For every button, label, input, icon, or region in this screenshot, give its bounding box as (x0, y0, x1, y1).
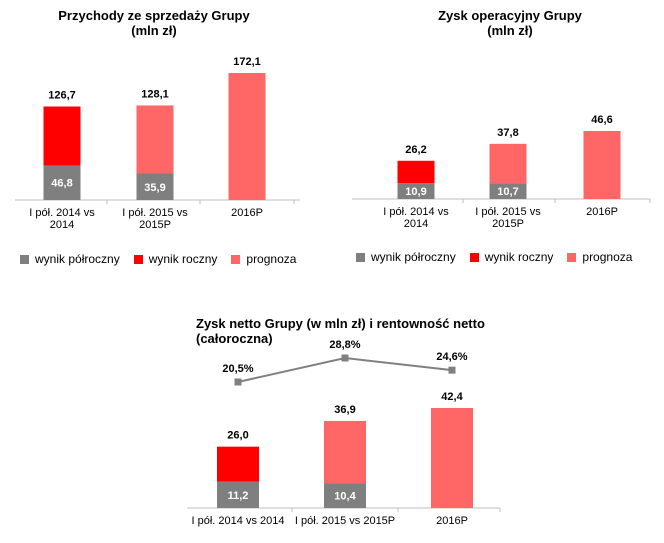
legend-label-forecast: prognoza (246, 252, 297, 266)
x-tick-label: 2016P (586, 206, 618, 218)
bar-annual (397, 160, 435, 184)
x-tick-label: I pół. 2014 vs 2014 (192, 515, 285, 527)
bar-semiannual-label: 10,4 (334, 491, 356, 503)
legend-label-semi: wynik półroczny (371, 250, 456, 264)
legend-item-annual: wynik roczny (469, 250, 554, 264)
bar-semiannual (489, 183, 527, 199)
margin-label: 20,5% (222, 363, 253, 375)
x-tick-label: I pół. 2014 vs 2014 (29, 207, 95, 231)
margin-label: 24,6% (436, 351, 467, 363)
legend-label-forecast: prognoza (582, 250, 633, 264)
bar-semiannual-label: 35,9 (144, 182, 165, 194)
bar-forecast (431, 408, 473, 508)
bar-total-label: 26,2 (405, 144, 426, 156)
margin-point (234, 378, 242, 386)
bar-total-label: 42,4 (441, 391, 463, 403)
bar-total-label: 172,1 (233, 56, 261, 68)
legend-swatch-annual (133, 254, 143, 264)
bar-annual (43, 106, 81, 166)
bar-semiannual-label: 10,9 (405, 186, 426, 198)
legend-swatch-forecast (567, 252, 577, 262)
bar-annual (217, 446, 259, 482)
bar-semiannual (43, 165, 81, 200)
bar-forecast (489, 143, 527, 184)
bar-semiannual-label: 46,8 (51, 178, 72, 190)
legend-item-annual: wynik roczny (133, 252, 218, 266)
chart-title-revenue: Przychody ze sprzedaży Grupy (mln zł) (58, 8, 250, 38)
legend-swatch-semi (20, 254, 29, 264)
legend-label-annual: wynik roczny (484, 250, 554, 264)
x-tick-label: I pół. 2015 vs 2015P (475, 206, 541, 230)
legend-item-semi: wynik półroczny (356, 250, 456, 264)
legend-swatch-annual (469, 252, 479, 262)
bar-forecast (228, 73, 266, 200)
x-tick-label: I pół. 2015 vs 2015P (295, 515, 395, 527)
margin-label: 28,8% (329, 339, 360, 351)
bar-forecast (583, 131, 621, 199)
bar-semiannual-label: 11,2 (228, 490, 249, 502)
legend-label-semi: wynik półroczny (35, 252, 120, 266)
bar-total-label: 46,6 (591, 114, 612, 126)
legend-operating-profit: wynik półroczny wynik roczny prognoza (356, 250, 632, 264)
bar-forecast (136, 105, 174, 174)
chart-title-operating-profit: Zysk operacyjny Grupy (mln zł) (438, 8, 582, 38)
bar-semiannual (136, 173, 174, 200)
bar-semiannual (324, 483, 366, 508)
legend-item-forecast: prognoza (567, 250, 632, 264)
margin-point (448, 366, 456, 374)
margin-point (341, 354, 349, 362)
bar-total-label: 26,0 (227, 430, 248, 442)
legend-label-annual: wynik roczny (148, 252, 218, 266)
legend-revenue: wynik półroczny wynik roczny prognoza (20, 252, 296, 266)
chart-title-net-profit: Zysk netto Grupy (w mln zł) i rentowność… (196, 316, 485, 346)
bar-forecast (324, 420, 366, 484)
legend-swatch-semi (356, 252, 365, 262)
bar-semiannual (397, 183, 435, 199)
bar-total-label: 128,1 (141, 88, 169, 100)
x-tick-label: I pół. 2014 vs 2014 (383, 206, 449, 230)
legend-swatch-forecast (231, 254, 241, 264)
x-tick-label: I pół. 2015 vs 2015P (122, 207, 188, 231)
legend-item-forecast: prognoza (231, 252, 296, 266)
x-tick-label: 2016P (436, 515, 468, 527)
x-tick-label: 2016P (231, 207, 263, 219)
legend-item-semi: wynik półroczny (20, 252, 120, 266)
bar-total-label: 126,7 (48, 90, 76, 102)
bar-total-label: 37,8 (497, 127, 518, 139)
bar-total-label: 36,9 (334, 404, 355, 416)
bar-semiannual (217, 481, 259, 508)
bar-semiannual-label: 10,7 (497, 186, 518, 198)
margin-line (237, 356, 453, 383)
